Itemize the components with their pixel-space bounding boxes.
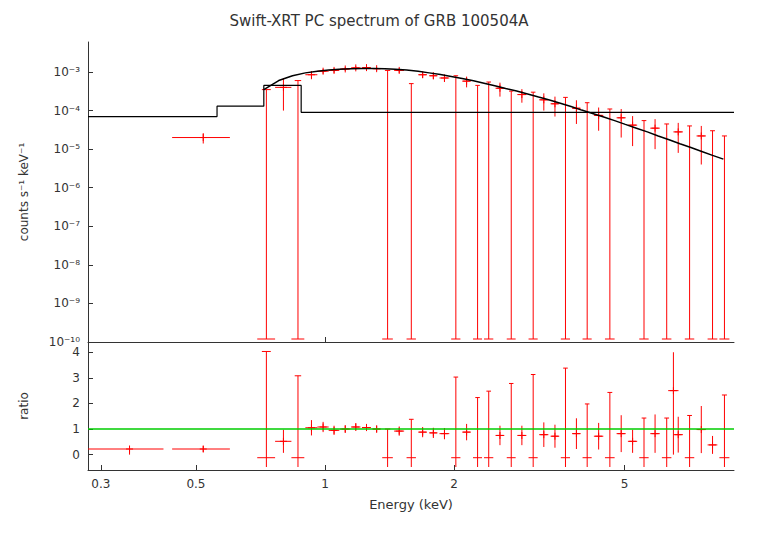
svg-text:0.3: 0.3 [91, 477, 110, 491]
svg-text:2: 2 [450, 477, 458, 491]
svg-text:10⁻³: 10⁻³ [54, 65, 81, 79]
svg-text:10⁻⁵: 10⁻⁵ [54, 142, 81, 156]
svg-text:1: 1 [72, 422, 80, 436]
svg-text:10⁻⁶: 10⁻⁶ [54, 181, 81, 195]
svg-text:10⁻⁷: 10⁻⁷ [54, 219, 81, 233]
svg-text:10⁻⁹: 10⁻⁹ [54, 296, 81, 310]
svg-text:0.5: 0.5 [186, 477, 205, 491]
svg-text:0: 0 [72, 448, 80, 462]
svg-text:1: 1 [321, 477, 329, 491]
svg-text:4: 4 [72, 345, 80, 359]
svg-text:2: 2 [72, 396, 80, 410]
svg-text:5: 5 [621, 477, 629, 491]
svg-text:10⁻⁴: 10⁻⁴ [54, 104, 81, 118]
svg-text:counts s⁻¹ keV⁻¹: counts s⁻¹ keV⁻¹ [17, 143, 31, 242]
svg-text:10⁻¹⁰: 10⁻¹⁰ [48, 335, 80, 349]
svg-text:Swift-XRT PC spectrum of GRB 1: Swift-XRT PC spectrum of GRB 100504A [230, 12, 530, 30]
svg-text:ratio: ratio [17, 392, 31, 420]
svg-text:Energy (keV): Energy (keV) [369, 497, 453, 512]
svg-text:3: 3 [72, 371, 80, 385]
svg-text:10⁻⁸: 10⁻⁸ [54, 258, 81, 272]
